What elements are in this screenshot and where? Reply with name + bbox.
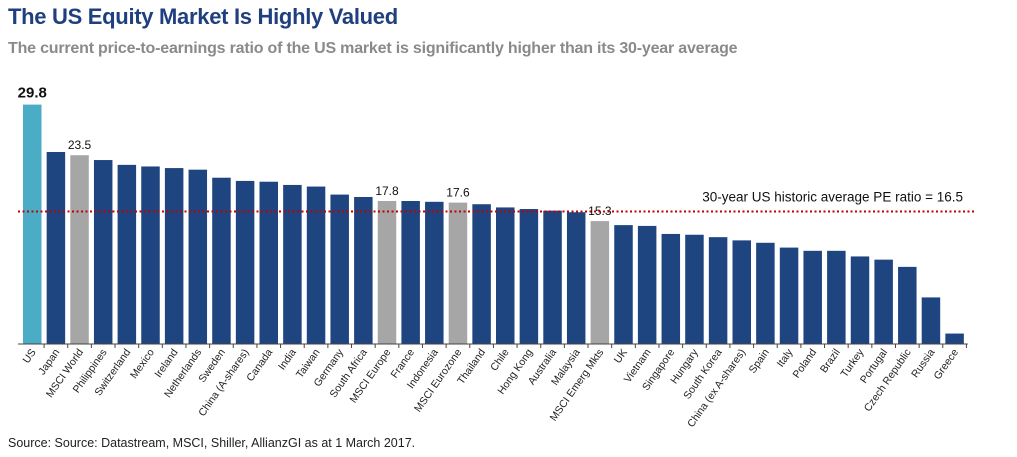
bar-brazil <box>827 250 846 344</box>
x-label-spain: Spain <box>747 347 772 376</box>
bar-greece <box>945 333 964 344</box>
bars-group <box>23 104 964 344</box>
average-pe-label: 30-year US historic average PE ratio = 1… <box>702 189 963 204</box>
data-label-msci-europe: 17.8 <box>375 184 399 198</box>
bar-msci-europe <box>377 201 397 344</box>
bar-russia <box>921 297 941 344</box>
bar-uk <box>614 225 633 344</box>
bar-czech-republic <box>898 266 917 344</box>
data-label-msci-eurozone: 17.6 <box>446 186 470 200</box>
bar-indonesia <box>425 201 444 344</box>
bar-thailand <box>472 204 491 344</box>
x-label-poland: Poland <box>791 347 820 381</box>
x-label-italy: Italy <box>775 346 796 369</box>
x-axis-ticks <box>43 344 967 348</box>
x-label-greece: Greece <box>931 347 961 382</box>
bar-canada <box>259 181 278 344</box>
bar-msci-world <box>70 155 89 344</box>
source-note: Source: Source: Datastream, MSCI, Shille… <box>8 436 416 450</box>
x-label-us: US <box>21 347 39 366</box>
x-label-mexico: Mexico <box>128 347 157 381</box>
bar-msci-eurozone <box>448 202 468 344</box>
bar-germany <box>330 194 349 344</box>
bar-turkey <box>850 256 870 344</box>
bar-india <box>283 184 302 344</box>
x-label-uk: UK <box>612 347 630 366</box>
x-label-india: India <box>276 347 299 373</box>
bar-sweden <box>212 177 231 344</box>
bar-portugal <box>874 259 893 344</box>
bar-china-a-shares <box>235 180 255 344</box>
x-label-chile: Chile <box>488 347 512 374</box>
bar-poland <box>803 250 822 344</box>
bar-france <box>401 201 420 344</box>
bar-australia <box>543 210 562 344</box>
bar-spain <box>756 242 775 344</box>
chart-title: The US Equity Market Is Highly Valued <box>8 4 398 29</box>
bar-singapore <box>661 233 681 344</box>
bar-mexico <box>141 166 160 344</box>
bar-vietnam <box>637 225 657 344</box>
bar-italy <box>779 247 799 344</box>
bar-netherlands <box>188 169 208 344</box>
bar-south-africa <box>354 196 373 344</box>
bar-south-korea <box>708 237 728 344</box>
data-label-us: 29.8 <box>18 85 47 102</box>
bar-hungary <box>685 234 704 344</box>
bar-japan <box>46 152 66 344</box>
chart-subtitle: The current price-to-earnings ratio of t… <box>8 40 738 57</box>
bar-taiwan <box>306 186 326 344</box>
data-labels: 29.823.517.8 17.615.3 <box>18 85 612 218</box>
data-label-msci-world: 23.5 <box>68 138 92 152</box>
bar-chile <box>496 207 515 344</box>
bar-malaysia <box>566 212 586 344</box>
bar-switzerland <box>117 164 137 344</box>
bar-china-ex-a-shares <box>732 240 751 344</box>
bar-msci-emerg-mkts <box>590 221 610 344</box>
bar-us <box>23 104 42 344</box>
bar-hong-kong <box>519 209 539 344</box>
bar-ireland <box>164 168 184 344</box>
bar-philippines <box>93 160 113 344</box>
